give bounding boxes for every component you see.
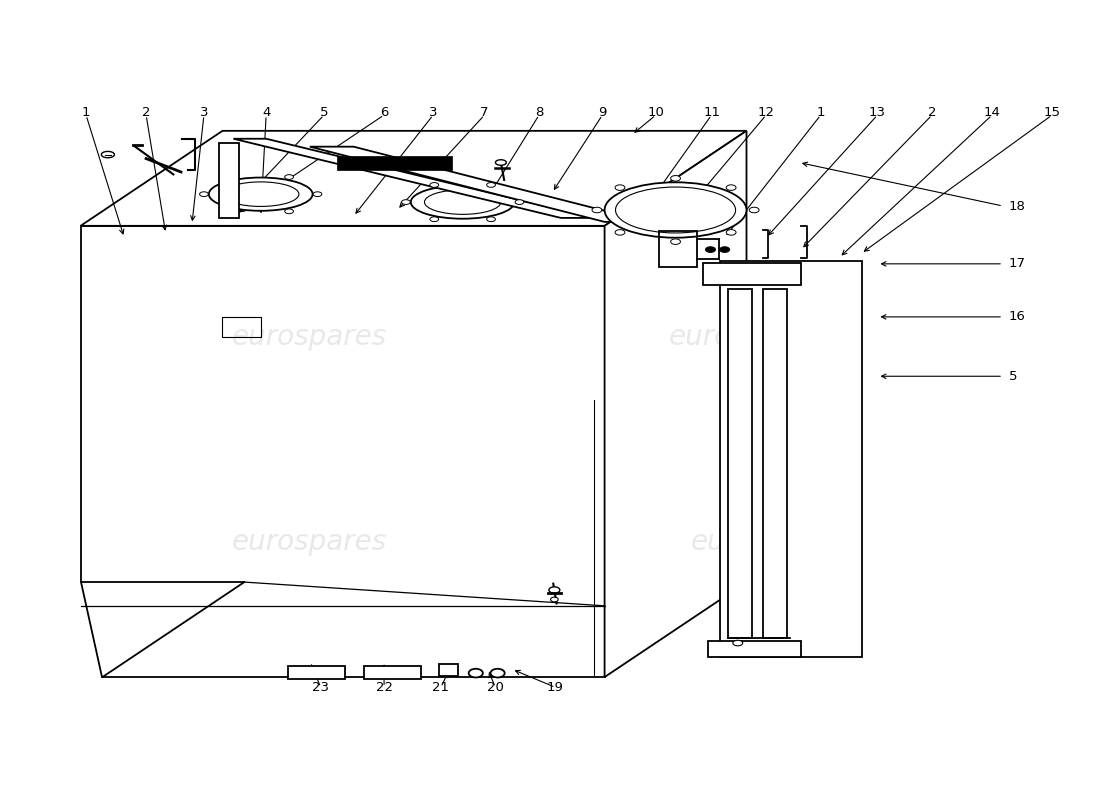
Text: 3: 3 <box>200 106 208 119</box>
Ellipse shape <box>430 217 439 222</box>
Ellipse shape <box>515 200 524 205</box>
Ellipse shape <box>469 669 483 678</box>
Ellipse shape <box>430 182 439 187</box>
Ellipse shape <box>749 207 759 213</box>
Ellipse shape <box>491 669 505 678</box>
Ellipse shape <box>410 186 515 218</box>
Ellipse shape <box>719 247 729 252</box>
Polygon shape <box>80 226 605 677</box>
Ellipse shape <box>402 200 410 205</box>
Text: 13: 13 <box>869 106 886 119</box>
Text: 17: 17 <box>1009 258 1025 270</box>
Ellipse shape <box>705 247 715 252</box>
Ellipse shape <box>615 185 625 190</box>
Text: 10: 10 <box>648 106 664 119</box>
Text: 7: 7 <box>481 106 488 119</box>
Text: 16: 16 <box>1009 310 1025 323</box>
Text: eurospares: eurospares <box>691 529 846 557</box>
Text: 20: 20 <box>487 681 504 694</box>
Ellipse shape <box>285 174 294 179</box>
Ellipse shape <box>592 207 602 213</box>
Text: 11: 11 <box>703 106 720 119</box>
Polygon shape <box>233 138 594 218</box>
Bar <box>219 142 239 218</box>
Text: 19: 19 <box>547 681 564 694</box>
Text: 1: 1 <box>816 106 825 119</box>
Text: 8: 8 <box>535 106 543 119</box>
Ellipse shape <box>605 182 747 238</box>
Ellipse shape <box>726 185 736 190</box>
Ellipse shape <box>549 587 560 593</box>
Text: 2: 2 <box>142 106 151 119</box>
Text: 9: 9 <box>598 106 606 119</box>
Text: 6: 6 <box>379 106 388 119</box>
Ellipse shape <box>228 174 236 179</box>
Ellipse shape <box>209 178 312 210</box>
Ellipse shape <box>486 182 495 187</box>
Bar <box>337 156 452 170</box>
Bar <box>364 666 421 678</box>
Bar <box>703 263 801 286</box>
Text: 1: 1 <box>81 106 90 119</box>
Text: 18: 18 <box>1009 199 1025 213</box>
Polygon shape <box>605 131 747 677</box>
Text: eurospares: eurospares <box>669 322 824 350</box>
Text: 2: 2 <box>927 106 936 119</box>
Text: 12: 12 <box>758 106 774 119</box>
Bar <box>222 317 261 337</box>
Ellipse shape <box>486 217 495 222</box>
Text: 22: 22 <box>375 681 393 694</box>
Ellipse shape <box>228 209 236 214</box>
Bar <box>720 262 862 658</box>
Ellipse shape <box>199 192 208 197</box>
Ellipse shape <box>550 597 558 602</box>
Polygon shape <box>80 131 747 226</box>
Ellipse shape <box>495 160 506 166</box>
Polygon shape <box>310 146 648 222</box>
Bar <box>288 666 344 678</box>
Text: 21: 21 <box>432 681 449 694</box>
Text: eurospares: eurospares <box>232 322 387 350</box>
Text: 4: 4 <box>262 106 271 119</box>
Ellipse shape <box>285 209 294 214</box>
Ellipse shape <box>314 192 322 197</box>
Ellipse shape <box>671 239 681 245</box>
Text: 15: 15 <box>1044 106 1060 119</box>
Ellipse shape <box>726 230 736 235</box>
Ellipse shape <box>671 175 681 181</box>
Ellipse shape <box>615 230 625 235</box>
Text: 3: 3 <box>429 106 438 119</box>
Text: eurospares: eurospares <box>232 529 387 557</box>
Bar <box>728 289 752 638</box>
Bar <box>763 289 786 638</box>
Bar <box>708 642 801 658</box>
Ellipse shape <box>101 151 114 158</box>
Text: 23: 23 <box>312 681 329 694</box>
Text: 5: 5 <box>320 106 328 119</box>
Text: 5: 5 <box>1009 370 1018 382</box>
Text: 14: 14 <box>983 106 1001 119</box>
Ellipse shape <box>733 640 742 646</box>
Bar <box>439 664 459 675</box>
